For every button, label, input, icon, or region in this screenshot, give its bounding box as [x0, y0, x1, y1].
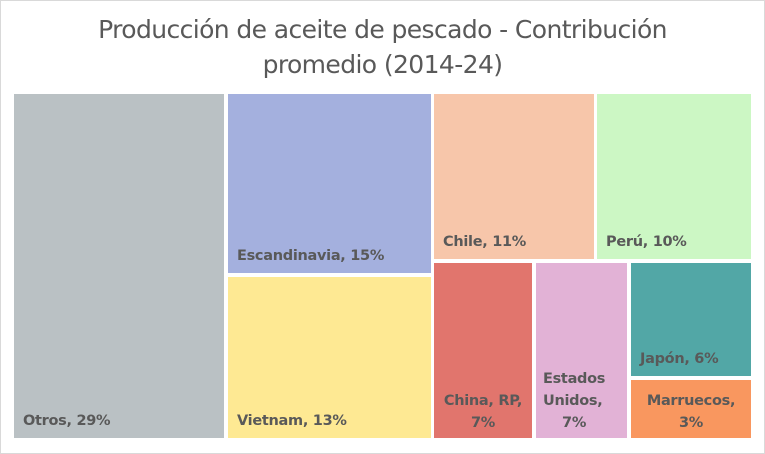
tile-label: Estados Unidos, 7% [543, 371, 606, 431]
tile-vietnam[interactable]: Vietnam, 13% [228, 277, 431, 438]
tile-label: Marruecos, 3% [646, 393, 736, 431]
tile-peru[interactable]: Perú, 10% [597, 94, 751, 259]
tile-marruecos[interactable]: Marruecos, 3% [631, 380, 751, 438]
chart-title-line-2: promedio (2014-24) [262, 50, 503, 79]
chart-title-line-1: Producción de aceite de pescado - Contri… [98, 15, 667, 44]
tile-label: Perú, 10% [606, 234, 687, 250]
tile-estados-unidos[interactable]: Estados Unidos, 7% [536, 263, 627, 438]
tile-label: Vietnam, 13% [237, 413, 347, 429]
tile-label: Otros, 29% [23, 413, 111, 429]
chart-title: Producción de aceite de pescado - Contri… [0, 12, 765, 82]
tile-label: Japón, 6% [640, 351, 719, 367]
tile-label: China, RP, 7% [443, 393, 523, 431]
tile-label: Escandinavia, 15% [237, 248, 385, 264]
tile-chile[interactable]: Chile, 11% [434, 94, 594, 259]
tile-japon[interactable]: Japón, 6% [631, 263, 751, 376]
tile-otros[interactable]: Otros, 29% [14, 94, 224, 438]
tile-escandinavia[interactable]: Escandinavia, 15% [228, 94, 431, 273]
tile-label: Chile, 11% [443, 234, 527, 250]
tile-china[interactable]: China, RP, 7% [434, 263, 532, 438]
